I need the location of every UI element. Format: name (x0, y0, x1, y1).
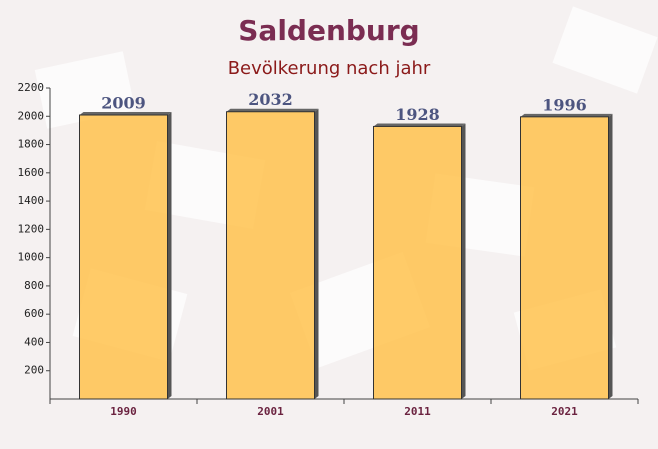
y-tick-label: 1600 (18, 166, 45, 179)
y-tick-label: 1000 (18, 251, 45, 264)
bar-shadow (79, 112, 172, 116)
bar-shadow (167, 112, 172, 399)
value-label: 1928 (395, 105, 440, 124)
bar-shadow (314, 108, 319, 400)
chart-subtitle: Bevölkerung nach jahr (228, 58, 431, 79)
bar (520, 116, 609, 400)
bar-shadow (461, 123, 466, 399)
x-tick-label: 1990 (110, 405, 137, 418)
bar-shadow (226, 108, 319, 112)
value-label: 2032 (248, 90, 293, 109)
y-tick-label: 2200 (18, 81, 45, 94)
bar-shadow (373, 123, 466, 127)
y-tick-label: 1200 (18, 222, 45, 235)
y-tick-label: 2000 (18, 109, 45, 122)
x-tick-label: 2011 (404, 405, 431, 418)
bar-shadow (520, 113, 613, 117)
y-tick-label: 600 (24, 307, 44, 320)
x-tick-label: 2021 (551, 405, 578, 418)
bar (373, 125, 462, 400)
chart-title: Saldenburg (238, 14, 419, 47)
bar-shadow (608, 113, 613, 399)
x-tick-label: 2001 (257, 405, 284, 418)
y-tick-label: 200 (24, 364, 44, 377)
y-tick-label: 1400 (18, 194, 45, 207)
bar (79, 114, 168, 400)
value-label: 1996 (542, 95, 587, 114)
y-tick-label: 1800 (18, 138, 45, 151)
y-tick-label: 800 (24, 279, 44, 292)
y-tick-label: 400 (24, 335, 44, 348)
value-label: 2009 (101, 94, 146, 113)
bar (226, 111, 315, 400)
